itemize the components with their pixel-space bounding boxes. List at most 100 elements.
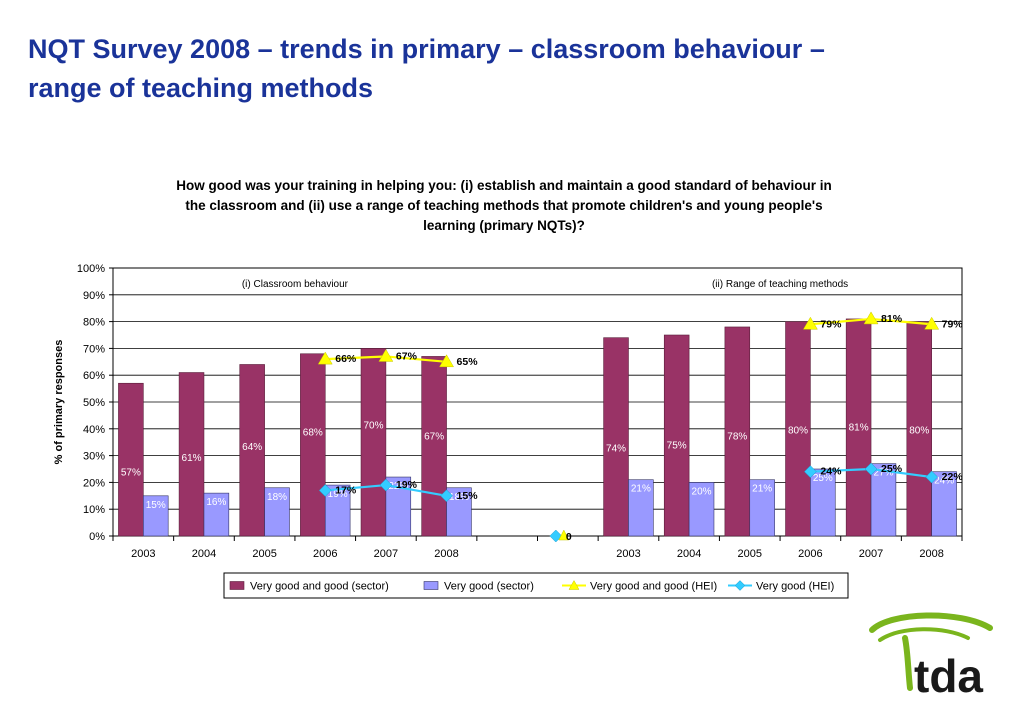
bar-very-good-sector: [870, 463, 897, 537]
x-tick-label: 2006: [798, 548, 822, 560]
legend-swatch: [734, 580, 746, 591]
bar-very-good-and-good-sector: [178, 372, 205, 537]
y-tick-label: 40%: [83, 424, 105, 436]
legend-swatch: [568, 579, 580, 590]
logo-swoosh-inner-icon: [878, 627, 970, 642]
bar-value-label: 25%: [813, 473, 833, 484]
bar-value-label: 78%: [727, 432, 747, 443]
line-value-label: 66%: [335, 353, 357, 365]
bar-value-label: 61%: [182, 453, 202, 464]
tda-logo: tda: [869, 612, 993, 702]
marker-hei-good: [924, 316, 940, 330]
x-tick-label: 2007: [859, 548, 883, 560]
line-value-label: 79%: [820, 318, 842, 330]
y-tick-label: 100%: [77, 263, 105, 275]
y-tick-label: 60%: [83, 370, 105, 382]
bar-very-good-and-good-sector: [785, 321, 811, 537]
chart-title: How good was your training in helping yo…: [120, 176, 888, 236]
bar-very-good-sector: [749, 479, 775, 537]
bar-value-label: 18%: [449, 492, 469, 503]
chart-title-line-1: How good was your training in helping yo…: [176, 178, 832, 193]
chart-title-line-3: learning (primary NQTs)?: [423, 218, 585, 233]
bar-very-good-and-good-sector: [663, 334, 690, 537]
gap-marker-diamond: [549, 529, 563, 543]
marker-hei-very-good: [804, 465, 817, 479]
legend-swatch: [423, 581, 439, 590]
marker-hei-very-good: [318, 484, 332, 497]
x-tick-label: 2004: [192, 548, 216, 560]
line-value-label: 19%: [396, 479, 418, 491]
x-tick-label: 2004: [677, 548, 701, 560]
bar-value-label: 27%: [873, 468, 893, 479]
x-tick-label: 2007: [374, 548, 398, 560]
bar-value-label: 21%: [752, 484, 772, 495]
bar-value-label: 21%: [631, 484, 651, 495]
x-tick-label: 2005: [252, 548, 276, 560]
y-tick-label: 30%: [83, 451, 105, 463]
bar-value-label: 80%: [909, 426, 929, 437]
logo-swoosh-icon: [869, 612, 993, 633]
bar-very-good-and-good-sector: [300, 353, 326, 537]
bar-value-label: 74%: [606, 443, 626, 454]
legend-label: Very good and good (sector): [250, 581, 389, 593]
bar-very-good-and-good-sector: [118, 382, 144, 537]
slide-title-line-1: NQT Survey 2008 – trends in primary – cl…: [28, 34, 825, 64]
bar-value-label: 70%: [363, 420, 383, 431]
bar-very-good-and-good-sector: [360, 348, 387, 537]
legend-swatch: [229, 581, 245, 590]
x-tick-label: 2008: [434, 548, 458, 560]
panel-label: (i) Classroom behaviour: [242, 279, 349, 290]
y-axis-label: % of primary responses: [53, 340, 65, 465]
bar-very-good-sector: [628, 479, 654, 537]
bar-very-good-sector: [931, 471, 957, 537]
line-value-label: 17%: [335, 484, 357, 496]
legend-label: Very good (HEI): [756, 581, 834, 593]
y-tick-label: 0%: [89, 531, 105, 543]
marker-hei-good: [802, 316, 818, 330]
bar-value-label: 64%: [242, 442, 262, 453]
bar-very-good-sector: [203, 492, 230, 537]
marker-hei-very-good: [440, 489, 453, 503]
line-value-label: 22%: [942, 471, 964, 483]
line-value-label: 24%: [820, 466, 842, 478]
line-value-label: 25%: [881, 463, 903, 475]
bar-value-label: 18%: [267, 492, 287, 503]
bar-very-good-and-good-sector: [724, 326, 751, 537]
bar-value-label: 24%: [934, 476, 954, 487]
y-tick-label: 20%: [83, 477, 105, 489]
bar-very-good-sector: [264, 487, 290, 537]
bar-very-good-and-good-sector: [845, 318, 872, 537]
legend-label: Very good (sector): [444, 581, 534, 593]
bar-value-label: 57%: [121, 467, 141, 478]
y-tick-label: 90%: [83, 290, 105, 302]
legend-label: Very good and good (HEI): [590, 581, 717, 593]
line-value-label: 67%: [396, 350, 418, 362]
slide-title-line-2: range of teaching methods: [28, 73, 374, 103]
marker-hei-very-good: [379, 478, 393, 492]
bar-very-good-and-good-sector: [421, 356, 447, 537]
line-value-label: 65%: [457, 356, 479, 368]
marker-hei-good: [863, 311, 879, 325]
bar-very-good-sector: [143, 495, 169, 537]
logo-hook-icon: [902, 635, 913, 691]
marker-hei-good: [378, 348, 394, 362]
bar-very-good-and-good-sector: [906, 321, 932, 537]
panel-label: (ii) Range of teaching methods: [712, 279, 848, 290]
bar-value-label: 81%: [849, 423, 869, 434]
bar-very-good-and-good-sector: [239, 364, 265, 537]
bar-value-label: 67%: [424, 431, 444, 442]
marker-hei-very-good: [864, 462, 878, 476]
y-tick-label: 10%: [83, 504, 105, 516]
x-tick-label: 2006: [313, 548, 337, 560]
x-tick-label: 2008: [919, 548, 943, 560]
bar-value-label: 15%: [146, 500, 166, 511]
gap-marker-triangle: [558, 529, 570, 541]
bar-value-label: 20%: [692, 486, 712, 497]
line-value-label: 81%: [881, 313, 903, 325]
bar-value-label: 75%: [667, 441, 687, 452]
line-value-label: 15%: [457, 490, 479, 502]
bar-value-label: 19%: [328, 489, 348, 500]
bar-value-label: 16%: [206, 497, 226, 508]
bar-value-label: 80%: [788, 426, 808, 437]
